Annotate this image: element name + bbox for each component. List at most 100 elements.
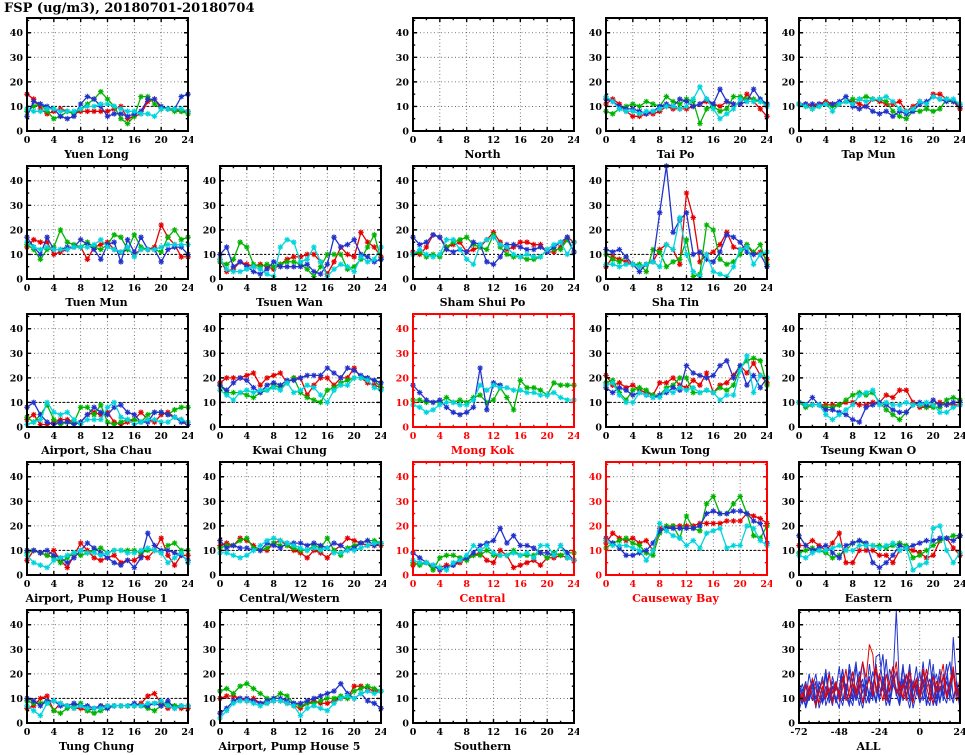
- series-markers: [410, 365, 503, 418]
- y-tick-label: 40: [782, 324, 796, 335]
- chart-title: North: [464, 148, 501, 161]
- series-line: [798, 661, 961, 704]
- x-tick-label: 24: [567, 135, 579, 146]
- x-tick-label: 24: [374, 727, 386, 738]
- tick-marks: [412, 166, 575, 280]
- grid-lines: [220, 462, 381, 575]
- x-tick-label: 24: [374, 431, 386, 442]
- x-tick-label: 20: [927, 135, 941, 146]
- y-tick-label: 30: [396, 201, 410, 212]
- x-tick-label: 8: [463, 135, 470, 146]
- x-tick-label: 24: [374, 283, 386, 294]
- x-tick-label: 20: [155, 283, 169, 294]
- y-tick-label: 20: [396, 521, 410, 532]
- blank-cell: [579, 605, 772, 753]
- x-tick-label: 0: [24, 431, 31, 442]
- y-tick-label: 20: [782, 373, 796, 384]
- grid-lines: [413, 314, 574, 427]
- x-tick-label: 24: [953, 579, 965, 590]
- tick-marks: [219, 314, 382, 428]
- x-tick-label: 8: [77, 431, 84, 442]
- y-tick-label: 30: [396, 497, 410, 508]
- y-tick-label: 10: [10, 250, 24, 261]
- x-tick-label: 8: [270, 579, 277, 590]
- y-tick-label: 0: [209, 275, 216, 286]
- y-tick-label: 10: [396, 546, 410, 557]
- x-tick-label: 0: [410, 431, 417, 442]
- x-tick-label: 12: [101, 727, 114, 738]
- x-tick-label: 24: [181, 431, 193, 442]
- x-tick-label: 4: [51, 283, 58, 294]
- y-tick-label: 30: [203, 645, 217, 656]
- y-tick-label: 10: [589, 398, 603, 409]
- chart-title: Tap Mun: [841, 148, 896, 161]
- y-tick-label: 10: [203, 546, 217, 557]
- tick-marks: [412, 18, 575, 132]
- x-tick-label: 16: [514, 135, 528, 146]
- y-tick-label: 20: [203, 225, 217, 236]
- x-tick-label: 12: [101, 579, 114, 590]
- y-tick-label: 20: [10, 669, 24, 680]
- x-tick-label: 24: [760, 283, 772, 294]
- x-tick-label: 0: [217, 727, 224, 738]
- x-tick-label: 12: [294, 431, 307, 442]
- x-tick-label: 0: [217, 283, 224, 294]
- x-tick-label: 0: [603, 283, 610, 294]
- x-tick-label: 4: [823, 135, 830, 146]
- x-tick-label: 4: [630, 431, 637, 442]
- x-tick-label: 4: [437, 727, 444, 738]
- y-tick-label: 0: [16, 127, 23, 138]
- y-tick-label: 10: [782, 398, 796, 409]
- grid-lines: [799, 610, 960, 723]
- x-tick-label: 20: [348, 727, 362, 738]
- tick-marks: [605, 314, 768, 428]
- chart-central: 0 10 20 30 40 0 4 8 12 16 20 24 Central: [386, 457, 581, 605]
- chart-canvas: 0 10 20 30 40 0 4 8 12 16 20 24: [589, 461, 774, 590]
- x-tick-label: 4: [630, 579, 637, 590]
- y-tick-label: 10: [396, 250, 410, 261]
- x-tick-label: 12: [487, 135, 500, 146]
- y-tick-label: 0: [402, 127, 409, 138]
- chart-canvas: 0 10 20 30 40 0 4 8 12 16 20 24: [782, 313, 965, 442]
- x-tick-label: 4: [244, 579, 251, 590]
- y-tick-label: 0: [402, 571, 409, 582]
- tick-marks: [798, 610, 961, 724]
- x-tick-label: 8: [77, 283, 84, 294]
- tick-marks: [412, 610, 575, 724]
- x-tick-label: 8: [656, 283, 663, 294]
- chart-canvas: 0 10 20 30 40 0 4 8 12 16 20 24: [10, 165, 195, 294]
- x-tick-label: 4: [437, 579, 444, 590]
- y-tick-label: 0: [595, 423, 602, 434]
- x-tick-label: 8: [463, 431, 470, 442]
- chart-canvas: 0 10 20 30 40 0 4 8 12 16 20 24: [203, 461, 388, 590]
- x-tick-label: 8: [463, 283, 470, 294]
- x-tick-label: 16: [128, 135, 142, 146]
- y-tick-label: 10: [782, 102, 796, 113]
- y-tick-label: 30: [10, 201, 24, 212]
- x-tick-label: 16: [128, 727, 142, 738]
- chart-tuen-mun: 0 10 20 30 40 0 4 8 12 16 20 24 Tuen Mun: [0, 161, 195, 309]
- x-tick-label: 16: [128, 579, 142, 590]
- y-tick-label: 30: [203, 497, 217, 508]
- tick-marks: [798, 18, 961, 132]
- y-tick-label: 30: [782, 645, 796, 656]
- x-tick-label: 0: [410, 283, 417, 294]
- chart-title: Airport, Sha Chau: [41, 444, 152, 457]
- chart-title: Kwai Chung: [252, 444, 327, 457]
- x-tick-label: 16: [321, 283, 335, 294]
- y-tick-label: 20: [10, 373, 24, 384]
- x-tick-label: 4: [823, 431, 830, 442]
- x-tick-label: 24: [567, 283, 579, 294]
- blank-cell: [193, 13, 386, 161]
- x-tick-label: 16: [900, 135, 914, 146]
- x-tick-label: 20: [155, 431, 169, 442]
- x-tick-label: 0: [24, 283, 31, 294]
- y-tick-label: 0: [209, 571, 216, 582]
- chart-canvas: 0 10 20 30 40 0 4 8 12 16 20 24: [396, 609, 581, 738]
- y-tick-label: 20: [589, 521, 603, 532]
- y-tick-label: 40: [203, 620, 217, 631]
- x-tick-label: 20: [734, 579, 748, 590]
- x-tick-label: 20: [734, 283, 748, 294]
- x-tick-label: 4: [244, 727, 251, 738]
- y-tick-label: 20: [396, 669, 410, 680]
